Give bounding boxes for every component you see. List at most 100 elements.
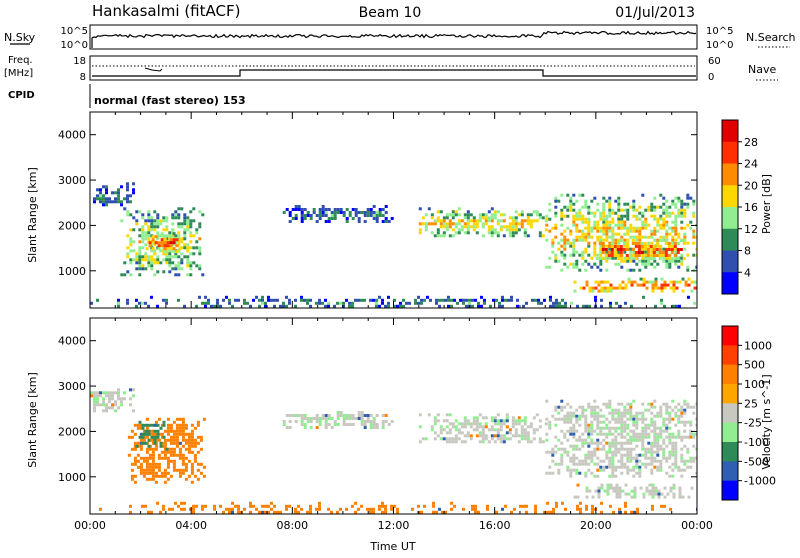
echo-cell: [114, 391, 117, 395]
echo-cell: [655, 254, 659, 257]
echo-cell: [156, 225, 160, 229]
echo-cell: [111, 403, 114, 407]
echo-cell: [321, 414, 325, 417]
echo-cell: [641, 193, 645, 197]
echo-cell: [616, 257, 620, 260]
echo-cell: [439, 234, 443, 238]
echo-cell: [653, 423, 657, 427]
echo-cell: [436, 234, 440, 238]
echo-cell: [195, 240, 199, 244]
echo-cell: [148, 244, 152, 248]
echo-cell: [626, 259, 630, 263]
echo-cell: [96, 403, 99, 407]
echo-cell: [569, 241, 573, 245]
echo-cell: [573, 495, 577, 499]
echo-cell: [141, 432, 145, 436]
echo-cell: [614, 223, 618, 227]
echo-cell: [405, 301, 408, 305]
echo-cell: [551, 459, 555, 463]
echo-cell: [163, 247, 167, 251]
echo-cell: [608, 202, 612, 206]
echo-cell: [599, 229, 603, 233]
echo-cell: [357, 220, 361, 223]
echo-cell: [614, 417, 618, 421]
echo-cell: [569, 426, 573, 430]
echo-cell: [306, 510, 309, 514]
echo-cell: [264, 304, 267, 308]
echo-cell: [596, 468, 600, 472]
echo-cell: [475, 419, 479, 423]
echo-cell: [172, 447, 176, 451]
echo-cell: [623, 465, 627, 469]
echo-cell: [641, 256, 645, 260]
echo-cell: [523, 431, 527, 435]
echo-cell: [330, 417, 334, 420]
echo-cell: [427, 207, 431, 211]
echo-cell: [102, 194, 105, 198]
echo-cell: [587, 456, 591, 460]
echo-cell: [138, 258, 142, 262]
echo-cell: [680, 447, 684, 451]
echo-cell: [96, 194, 99, 198]
echo-cell: [599, 447, 603, 451]
echo-cell: [159, 219, 163, 223]
echo-cell: [560, 399, 564, 403]
echo-cell: [557, 447, 561, 451]
echo-cell: [581, 238, 585, 242]
echo-cell: [457, 431, 461, 435]
echo-cell: [99, 507, 102, 511]
echo-cell: [678, 304, 681, 308]
echo-cell: [162, 435, 166, 439]
echo-cell: [671, 259, 675, 263]
echo-cell: [390, 420, 394, 423]
echo-cell: [442, 222, 446, 226]
echo-cell: [460, 440, 464, 444]
echo-cell: [689, 420, 693, 424]
echo-cell: [445, 225, 449, 229]
echo-cell: [612, 286, 616, 290]
echo-cell: [605, 238, 609, 242]
echo-cell: [623, 220, 627, 224]
echo-cell: [174, 213, 178, 217]
echo-cell: [478, 219, 482, 223]
echo-cell: [145, 477, 149, 481]
echo-cell: [641, 226, 645, 230]
echo-cell: [189, 210, 193, 214]
echo-cell: [181, 435, 185, 439]
echo-cell: [514, 210, 518, 214]
echo-cell: [668, 262, 672, 266]
echo-cell: [662, 211, 666, 215]
echo-cell: [650, 423, 654, 427]
echo-cell: [520, 434, 524, 438]
echo-cell: [629, 417, 633, 421]
echo-cell: [490, 213, 494, 217]
echo-cell: [105, 203, 108, 207]
echo-cell: [363, 211, 367, 214]
echo-cell: [643, 245, 647, 248]
echo-cell: [117, 301, 120, 305]
echo-cell: [692, 232, 696, 236]
echo-cell: [474, 298, 477, 302]
colorbar-tick-label: 28: [744, 136, 758, 149]
echo-cell: [505, 419, 509, 423]
echo-cell: [93, 403, 96, 407]
echo-cell: [178, 453, 182, 457]
echo-cell: [418, 222, 422, 226]
echo-cell: [369, 507, 372, 511]
echo-cell: [418, 413, 422, 417]
echo-cell: [117, 406, 120, 410]
echo-cell: [641, 444, 645, 448]
echo-cell: [600, 298, 603, 302]
echo-cell: [427, 413, 431, 417]
echo-cell: [560, 214, 564, 218]
echo-cell: [581, 432, 585, 436]
y-tick-label: 3000: [58, 174, 86, 187]
echo-cell: [520, 425, 524, 429]
echo-cell: [184, 426, 188, 430]
echo-cell: [441, 510, 444, 514]
echo-cell: [163, 474, 167, 478]
echo-cell: [608, 465, 612, 469]
echo-cell: [154, 474, 158, 478]
echo-cell: [448, 213, 452, 217]
echo-cell: [102, 197, 105, 201]
